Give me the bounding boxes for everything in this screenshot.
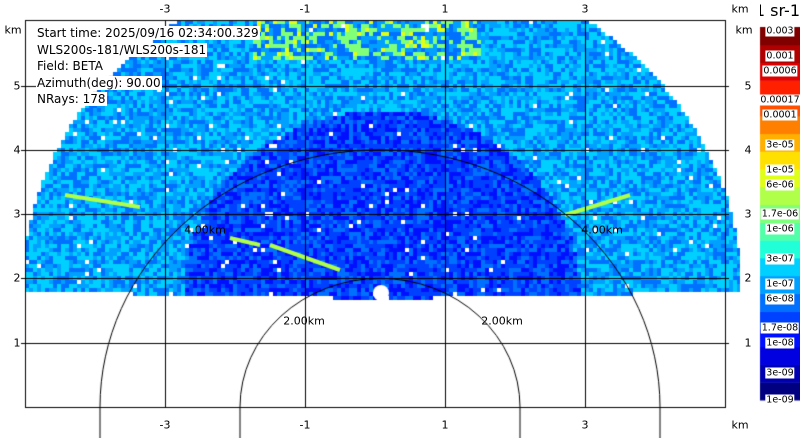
nrays-label: NRays: 178	[36, 92, 107, 106]
colorbar-label: 0.0001	[762, 109, 798, 121]
field-label: Field: BETA	[36, 59, 104, 73]
azimuth-label: Azimuth(deg): 90.00	[36, 76, 162, 90]
colorbar-label: 3e-05	[765, 139, 795, 151]
y-tick-right: 2	[744, 271, 752, 285]
colorbar-label: 1e-09	[765, 394, 795, 406]
x-unit-bottom: km	[731, 418, 749, 432]
colorbar-title: m-1 sr-1	[760, 2, 800, 20]
x-tick-bottom: 3	[581, 418, 589, 432]
x-tick-bottom: -3	[159, 418, 171, 432]
colorbar-label: 0.0006	[762, 65, 798, 77]
y-unit-left: km	[4, 23, 22, 37]
colorbar-label: 6e-08	[765, 293, 795, 305]
colorbar-label: 1e-05	[765, 164, 795, 176]
colorbar-label: 1.7e-06	[760, 208, 800, 220]
colorbar-label: 3e-09	[765, 367, 795, 379]
range-ring-label: 2.00km	[481, 314, 523, 328]
x-unit-top: km	[731, 2, 749, 16]
colorbar-label: 0.003	[765, 25, 795, 37]
y-tick-right: 5	[744, 79, 752, 92]
x-tick-top: 1	[441, 2, 449, 16]
start-time-label: Start time: 2025/09/16 02:34:00.329	[36, 26, 260, 40]
x-tick-bottom: -1	[299, 418, 311, 432]
y-tick-right: 1	[744, 336, 752, 350]
x-tick-bottom: 1	[441, 418, 449, 432]
y-tick-left: 4	[13, 143, 21, 157]
x-tick-top: -3	[159, 2, 171, 16]
colorbar-label: 0.00017	[759, 94, 800, 106]
colorbar-label: 6e-06	[765, 179, 795, 191]
colorbar-label: 3e-07	[765, 253, 795, 265]
colorbar-label: 0.001	[765, 50, 795, 62]
y-tick-left: 1	[13, 336, 21, 350]
range-ring-label: 4.00km	[184, 223, 226, 237]
instrument-label: WLS200s-181/WLS200s-181	[36, 43, 208, 57]
y-tick-right: 4	[744, 143, 752, 157]
y-tick-left: 2	[13, 271, 21, 285]
y-tick-right: 3	[744, 207, 752, 221]
colorbar-label: 1.7e-08	[760, 322, 800, 334]
x-tick-top: 3	[581, 2, 589, 16]
colorbar-label: 1e-07	[765, 278, 795, 290]
x-tick-top: -1	[299, 2, 311, 16]
colorbar-label: 1e-08	[765, 337, 795, 349]
y-tick-left: 5	[13, 79, 21, 92]
y-unit-right: km	[735, 23, 753, 37]
range-ring-label: 4.00km	[581, 223, 623, 237]
range-ring-label: 2.00km	[283, 314, 325, 328]
y-tick-left: 3	[13, 207, 21, 221]
colorbar-label: 1e-06	[765, 223, 795, 235]
